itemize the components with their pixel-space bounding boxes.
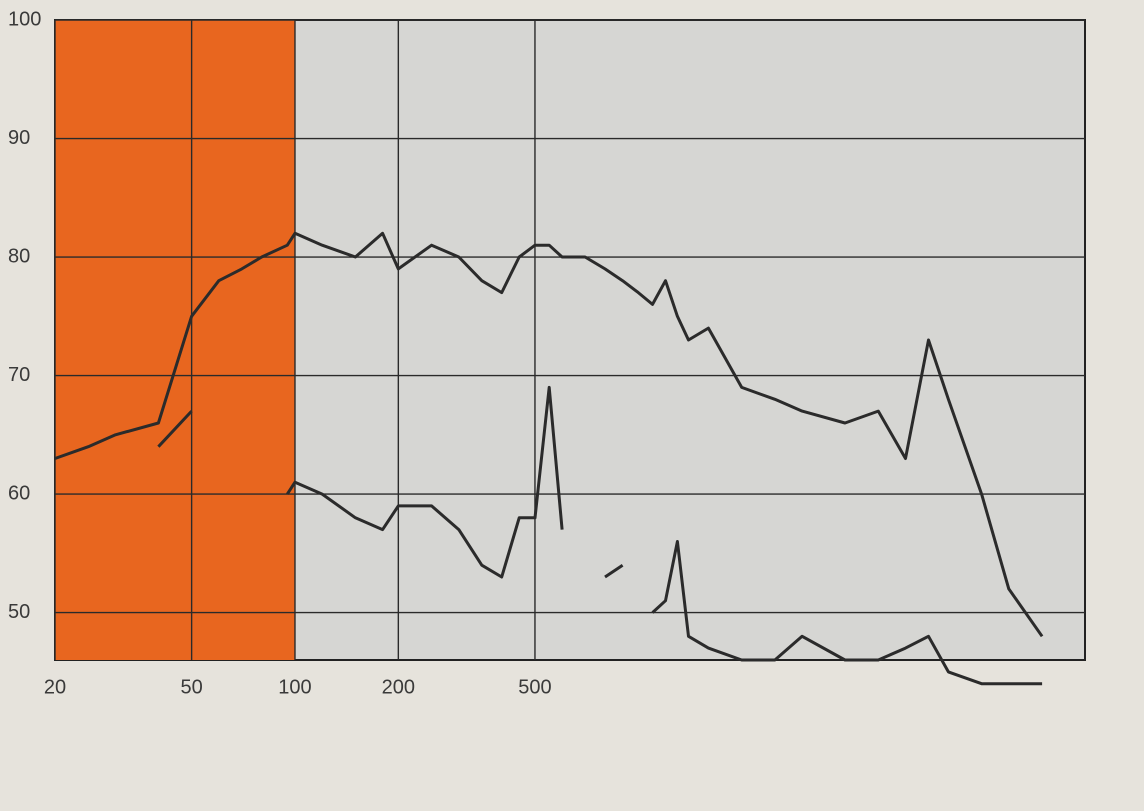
y-tick-label: 100 (8, 8, 41, 30)
y-tick-label: 90 (8, 127, 30, 149)
x-tick-label: 50 (181, 676, 203, 698)
series-line (157, 385, 1043, 686)
shaded-band (55, 20, 295, 660)
x-tick-label: 20 (44, 676, 66, 698)
y-tick-label: 80 (8, 245, 30, 267)
series-line (54, 231, 1044, 638)
y-tick-label: 60 (8, 482, 30, 504)
x-tick-label: 100 (278, 676, 311, 698)
x-tick-label: 500 (518, 676, 551, 698)
y-tick-label: 50 (8, 601, 30, 623)
x-tick-label: 200 (382, 676, 415, 698)
y-tick-label: 70 (8, 364, 30, 386)
